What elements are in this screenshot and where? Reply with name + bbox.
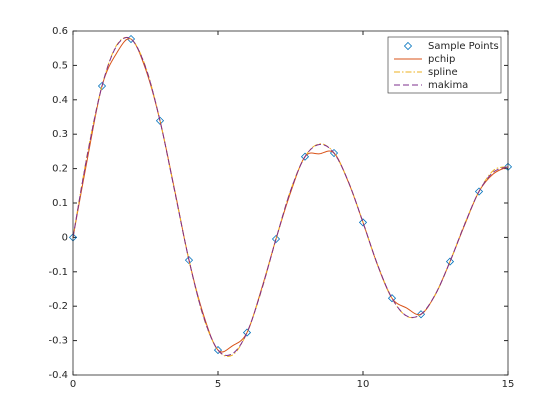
x-tick-label: 10: [357, 379, 370, 390]
x-tick-label: 5: [215, 379, 221, 390]
x-tick-label: 0: [70, 379, 76, 390]
series-line: [72, 37, 509, 356]
y-tick-label: 0.3: [52, 129, 68, 140]
axes-box: [72, 30, 509, 376]
sample-point: [387, 294, 397, 303]
sample-point: [271, 234, 281, 244]
sample-point: [300, 152, 310, 161]
sample-point: [184, 256, 194, 265]
legend-box: [387, 36, 502, 94]
sample-point: [445, 257, 455, 266]
sample-point: [242, 328, 252, 337]
legend-marker: [403, 41, 413, 51]
legend-label: makima: [428, 80, 468, 91]
sample-point: [358, 218, 368, 227]
y-tick-label: 0.2: [52, 164, 68, 175]
legend-label: Sample Points: [428, 41, 499, 52]
y-tick-label: -0.3: [48, 336, 68, 347]
legend-label: spline: [428, 67, 458, 78]
y-tick-label: 0.4: [52, 95, 68, 106]
sample-point: [97, 81, 107, 91]
sample-point: [474, 187, 484, 196]
x-tick-label: 15: [502, 379, 515, 390]
y-tick-label: 0: [62, 232, 68, 243]
y-tick-label: -0.4: [48, 370, 68, 381]
y-tick-label: 0.1: [52, 198, 68, 209]
sample-point: [213, 346, 223, 355]
y-tick-label: 0.5: [52, 60, 68, 71]
legend-label: pchip: [428, 54, 455, 65]
y-tick-label: -0.2: [48, 301, 68, 312]
y-tick-label: -0.1: [48, 267, 68, 278]
y-tick-label: 0.6: [52, 26, 68, 37]
sample-point: [155, 116, 165, 125]
series-line: [72, 36, 509, 357]
